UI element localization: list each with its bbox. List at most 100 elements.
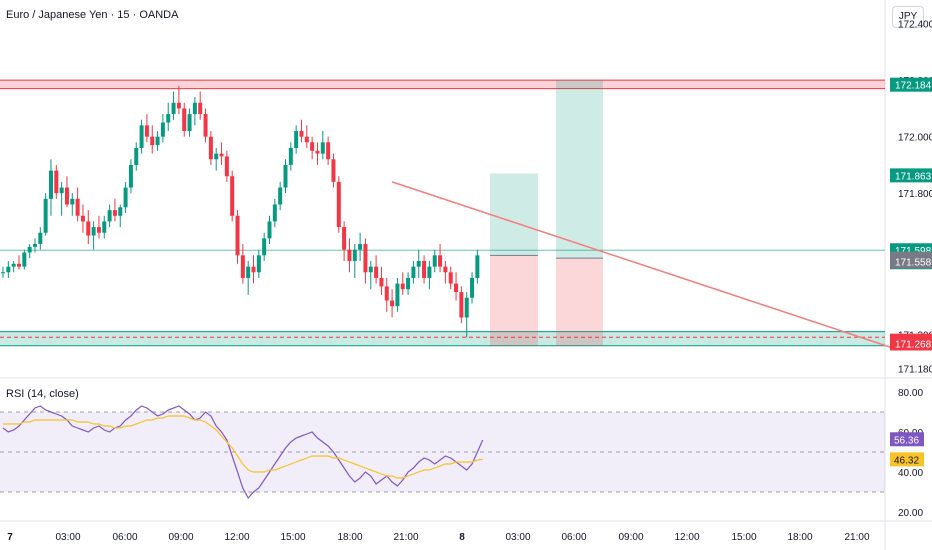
candle-body bbox=[198, 102, 203, 115]
candle-body bbox=[75, 198, 80, 216]
candle-body bbox=[432, 255, 437, 267]
position-1-profit-zone bbox=[490, 173, 538, 256]
candle-body bbox=[43, 198, 48, 233]
position-2-stop-zone bbox=[556, 258, 603, 346]
rsi-tick-label: 80.00 bbox=[898, 388, 923, 399]
candle-body bbox=[54, 170, 59, 194]
candle-body bbox=[422, 260, 427, 278]
candle-body bbox=[400, 283, 405, 290]
candle-body bbox=[128, 164, 133, 188]
candle-body bbox=[230, 176, 235, 216]
candle-body bbox=[219, 153, 224, 157]
rsi-tick-label: 20.00 bbox=[898, 508, 923, 519]
candle-body bbox=[64, 187, 69, 205]
candle-body bbox=[379, 277, 384, 287]
position-2-profit-zone bbox=[556, 80, 603, 259]
price-tick-label: 171.800 bbox=[898, 189, 932, 200]
candle-body bbox=[326, 142, 331, 160]
candle-body bbox=[80, 215, 85, 222]
candle-body bbox=[256, 255, 261, 273]
time-tick-label: 06:00 bbox=[112, 532, 137, 543]
candle-body bbox=[443, 266, 448, 273]
candle-body bbox=[224, 156, 229, 177]
candle-body bbox=[374, 266, 379, 278]
time-tick-label: 18:00 bbox=[787, 532, 812, 543]
time-tick-label: 03:00 bbox=[505, 532, 530, 543]
time-tick-label: 21:00 bbox=[844, 532, 869, 543]
candle-body bbox=[336, 181, 341, 228]
time-tick-label: 12:00 bbox=[224, 532, 249, 543]
candle-body bbox=[310, 142, 315, 151]
candle-body bbox=[267, 221, 272, 239]
time-tick-label: 09:00 bbox=[618, 532, 643, 543]
price-tick-label: 171.180 bbox=[898, 364, 932, 375]
price-badge bbox=[890, 254, 932, 269]
candle-body bbox=[288, 147, 293, 165]
candle-body bbox=[235, 215, 240, 256]
candle-body bbox=[155, 136, 160, 146]
price-badge-label: 171.558 bbox=[895, 258, 932, 269]
time-tick-label: 21:00 bbox=[393, 532, 418, 543]
candle-body bbox=[454, 283, 459, 293]
candle-body bbox=[1, 272, 5, 274]
candle-body bbox=[70, 198, 75, 205]
candle-body bbox=[342, 227, 347, 250]
rsi-value-badge-label: 46.32 bbox=[894, 455, 919, 466]
candle-body bbox=[390, 300, 395, 307]
candle-body bbox=[363, 244, 368, 273]
time-tick-label: 03:00 bbox=[55, 532, 80, 543]
candle-body bbox=[171, 102, 176, 115]
candle-body bbox=[214, 153, 219, 160]
currency-selector[interactable]: JPY bbox=[892, 6, 924, 28]
candle-body bbox=[32, 244, 37, 247]
candle-body bbox=[464, 297, 469, 318]
time-tick-label: 12:00 bbox=[674, 532, 699, 543]
rsi-line bbox=[2, 405, 484, 500]
time-tick-label: 8 bbox=[459, 532, 465, 543]
candle-body bbox=[406, 277, 411, 290]
candle-body bbox=[251, 266, 256, 273]
candle-body bbox=[86, 221, 91, 236]
candle-body bbox=[27, 246, 32, 253]
candle-body bbox=[470, 277, 475, 298]
candle-body bbox=[112, 210, 117, 216]
candle-body bbox=[160, 122, 165, 137]
candle-body bbox=[48, 170, 53, 199]
candle-body bbox=[315, 150, 320, 154]
candle-body bbox=[272, 204, 277, 222]
time-tick-label: 15:00 bbox=[731, 532, 756, 543]
price-badge bbox=[890, 77, 932, 92]
candle-body bbox=[144, 125, 149, 137]
candle-body bbox=[16, 263, 21, 267]
time-tick-label: 09:00 bbox=[168, 532, 193, 543]
rsi-value-badge bbox=[890, 432, 924, 447]
candle-body bbox=[395, 283, 400, 307]
candle-body bbox=[6, 266, 11, 273]
candle-body bbox=[427, 266, 432, 278]
candle-body bbox=[166, 114, 171, 123]
candle-body bbox=[475, 255, 480, 278]
time-tick-label: 15:00 bbox=[280, 532, 305, 543]
candle-body bbox=[331, 159, 336, 182]
candle-body bbox=[459, 292, 464, 318]
candle-body bbox=[150, 136, 155, 146]
candle-body bbox=[320, 142, 325, 154]
rsi-ma-line bbox=[3, 415, 483, 479]
candle-body bbox=[134, 147, 139, 165]
candle-body bbox=[411, 266, 416, 278]
candle-body bbox=[246, 266, 251, 278]
candle-body bbox=[347, 249, 352, 261]
price-badge-label: 171.268 bbox=[895, 339, 932, 350]
candle-body bbox=[11, 263, 16, 267]
rsi-tick-label: 40.00 bbox=[898, 468, 923, 479]
candle-body bbox=[59, 187, 64, 194]
candle-body bbox=[294, 131, 299, 148]
candle-body bbox=[358, 244, 363, 250]
rsi-value-badge bbox=[890, 452, 924, 467]
candle-body bbox=[102, 221, 107, 233]
candle-body bbox=[438, 255, 443, 267]
candle-body bbox=[352, 249, 357, 261]
candle-body bbox=[192, 102, 197, 115]
